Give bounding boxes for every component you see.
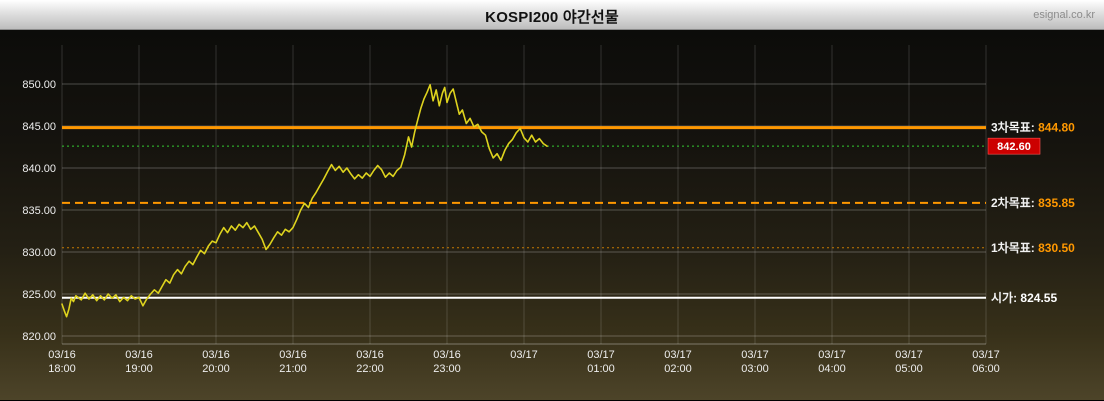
x-tick-date: 03/16: [356, 349, 384, 361]
x-tick-date: 03/16: [202, 349, 230, 361]
watermark: esignal.co.kr: [1033, 9, 1095, 21]
x-tick-date: 03/16: [279, 349, 307, 361]
chart-title: KOSPI200 야간선물: [485, 9, 619, 26]
x-tick-time: 05:00: [895, 363, 923, 375]
x-tick-date: 03/17: [741, 349, 769, 361]
x-tick-date: 03/16: [48, 349, 76, 361]
x-tick-time: 20:00: [202, 363, 230, 375]
price-chart-canvas[interactable]: 850.00 845.00 840.00 835.00 830.00 825.00 820.…: [0, 30, 1104, 400]
x-tick-time: 04:00: [818, 363, 846, 375]
x-tick-date: 03/16: [125, 349, 153, 361]
level-label-target-2: 2차목표: 835.85: [991, 195, 1075, 210]
x-tick-date: 03/17: [510, 349, 538, 361]
level-label-open: 시가: 824.55: [991, 290, 1057, 305]
x-tick-time: 23:00: [433, 363, 461, 375]
x-tick-time: 03:00: [741, 363, 769, 375]
y-tick-label: 830.00: [22, 247, 56, 259]
y-tick-label: 845.00: [22, 121, 56, 133]
y-axis-labels: 850.00 845.00 840.00 835.00 830.00 825.00 820.…: [22, 79, 56, 343]
x-tick-time: 22:00: [356, 363, 384, 375]
y-tick-label: 825.00: [22, 289, 56, 301]
gridlines: [61, 45, 987, 345]
x-axis-labels: 03/16 18:00 03/16 19:00 03/16 20:00 03/16 21:00…: [48, 349, 1000, 375]
x-tick-date: 03/17: [664, 349, 692, 361]
last-price-value: 842.60: [997, 141, 1031, 153]
level-lines: [62, 126, 986, 299]
level-labels: 3차목표: 844.80 842.60 2차목표: 835.85 1차목표: 830.…: [987, 120, 1075, 305]
x-tick-date: 03/16: [433, 349, 461, 361]
level-label-target-1: 1차목표: 830.50: [991, 240, 1075, 255]
y-tick-label: 835.00: [22, 205, 56, 217]
y-tick-label: 820.00: [22, 331, 56, 343]
x-tick-time: 21:00: [279, 363, 307, 375]
y-tick-label: 850.00: [22, 79, 56, 91]
x-tick-date: 03/17: [818, 349, 846, 361]
x-tick-time: 02:00: [664, 363, 692, 375]
y-tick-label: 840.00: [22, 163, 56, 175]
x-tick-date: 03/17: [587, 349, 615, 361]
x-tick-time: 06:00: [972, 363, 1000, 375]
x-tick-time: 19:00: [125, 363, 153, 375]
last-price-box: [987, 137, 1041, 155]
x-tick-date: 03/17: [895, 349, 923, 361]
x-tick-time: 01:00: [587, 363, 615, 375]
price-line: [61, 83, 548, 318]
chart-region: 850.00 845.00 840.00 835.00 830.00 825.00 820.…: [0, 30, 1104, 400]
x-tick-time: 18:00: [48, 363, 76, 375]
x-tick-date: 03/17: [972, 349, 1000, 361]
titlebar: KOSPI200 야간선물 esignal.co.kr: [0, 0, 1104, 30]
level-label-target-3: 3차목표: 844.80: [991, 120, 1075, 135]
